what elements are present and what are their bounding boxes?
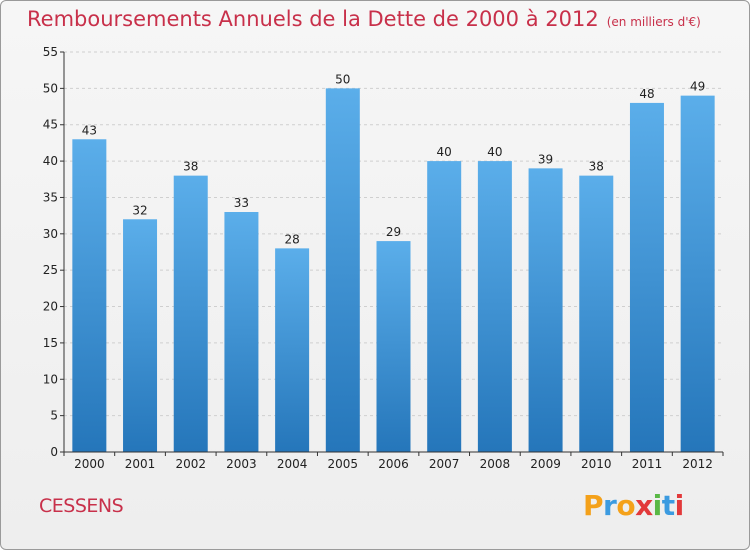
y-tick-label: 30 xyxy=(43,227,58,241)
data-label-2001: 32 xyxy=(132,203,147,217)
y-tick-label: 10 xyxy=(43,372,58,386)
data-label-2007: 40 xyxy=(437,145,452,159)
data-label-2012: 49 xyxy=(690,80,705,94)
data-label-2010: 38 xyxy=(589,160,604,174)
data-label-2004: 28 xyxy=(284,232,299,246)
y-tick-label: 45 xyxy=(43,118,58,132)
data-label-2002: 38 xyxy=(183,160,198,174)
bar-2001 xyxy=(123,219,158,452)
data-label-2011: 48 xyxy=(639,87,654,101)
bar-2000 xyxy=(72,139,107,453)
x-tick-label-2003: 2003 xyxy=(226,457,257,471)
x-tick-label-2012: 2012 xyxy=(682,457,713,471)
bar-2002 xyxy=(173,175,208,453)
data-label-2008: 40 xyxy=(487,145,502,159)
y-axis: 0 5 10 15 20 25 30 35 40 45 50 55 xyxy=(43,45,65,459)
bar-2010 xyxy=(579,175,614,453)
chart-title: Remboursements Annuels de la Dette de 20… xyxy=(27,7,701,31)
y-tick-label: 15 xyxy=(43,336,58,350)
x-tick-label-2006: 2006 xyxy=(378,457,409,471)
data-label-2000: 43 xyxy=(82,123,97,137)
proxiti-logo: Proxiti xyxy=(583,489,684,522)
logo-letter: P xyxy=(583,489,604,522)
x-tick-label-2010: 2010 xyxy=(581,457,612,471)
chart-title-text: Remboursements Annuels de la Dette de 20… xyxy=(27,7,599,31)
bar-2006 xyxy=(376,241,411,452)
logo-letter: r xyxy=(603,489,617,522)
chart-unit: (en milliers d'€) xyxy=(606,15,701,29)
data-label-2009: 39 xyxy=(538,152,553,166)
data-label-2006: 29 xyxy=(386,225,401,239)
x-tick-label-2007: 2007 xyxy=(429,457,460,471)
x-tick-label-2008: 2008 xyxy=(480,457,511,471)
y-tick-label: 55 xyxy=(43,45,58,59)
y-tick-label: 35 xyxy=(43,190,58,204)
x-tick-label-2001: 2001 xyxy=(125,457,156,471)
y-tick-label: 5 xyxy=(50,409,58,423)
bars: 43 32 38 33 28 50 29 40 40 39 38 48 49 xyxy=(72,72,715,453)
bar-2008 xyxy=(477,161,512,452)
logo-letter: t xyxy=(661,489,675,522)
x-tick-label-2005: 2005 xyxy=(328,457,359,471)
bar-2005 xyxy=(325,88,360,452)
y-tick-label: 20 xyxy=(43,300,58,314)
x-tick-label-2002: 2002 xyxy=(175,457,206,471)
x-axis: 2000 2001 2002 2003 2004 2005 2006 2007 2008 2009… xyxy=(63,451,724,471)
x-tick-label-2011: 2011 xyxy=(632,457,663,471)
y-tick-label: 40 xyxy=(43,154,58,168)
y-tick-label: 25 xyxy=(43,263,58,277)
y-tick-label: 0 xyxy=(50,445,58,459)
logo-letter: o xyxy=(616,489,636,522)
x-tick-label-2000: 2000 xyxy=(74,457,105,471)
bar-2004 xyxy=(275,248,310,452)
bar-2007 xyxy=(427,161,462,452)
logo-letter: i xyxy=(652,489,663,522)
x-tick-label-2004: 2004 xyxy=(277,457,308,471)
data-label-2005: 50 xyxy=(335,72,350,86)
bar-2009 xyxy=(528,168,563,452)
bar-2012 xyxy=(680,95,715,453)
y-tick-label: 50 xyxy=(43,81,58,95)
commune-name: CESSENS xyxy=(39,495,124,517)
data-label-2003: 33 xyxy=(234,196,249,210)
x-tick-label-2009: 2009 xyxy=(530,457,561,471)
bar-2011 xyxy=(629,102,664,452)
logo-letter: x xyxy=(635,489,653,522)
logo-letter: i xyxy=(674,489,685,522)
bar-2003 xyxy=(224,212,259,452)
